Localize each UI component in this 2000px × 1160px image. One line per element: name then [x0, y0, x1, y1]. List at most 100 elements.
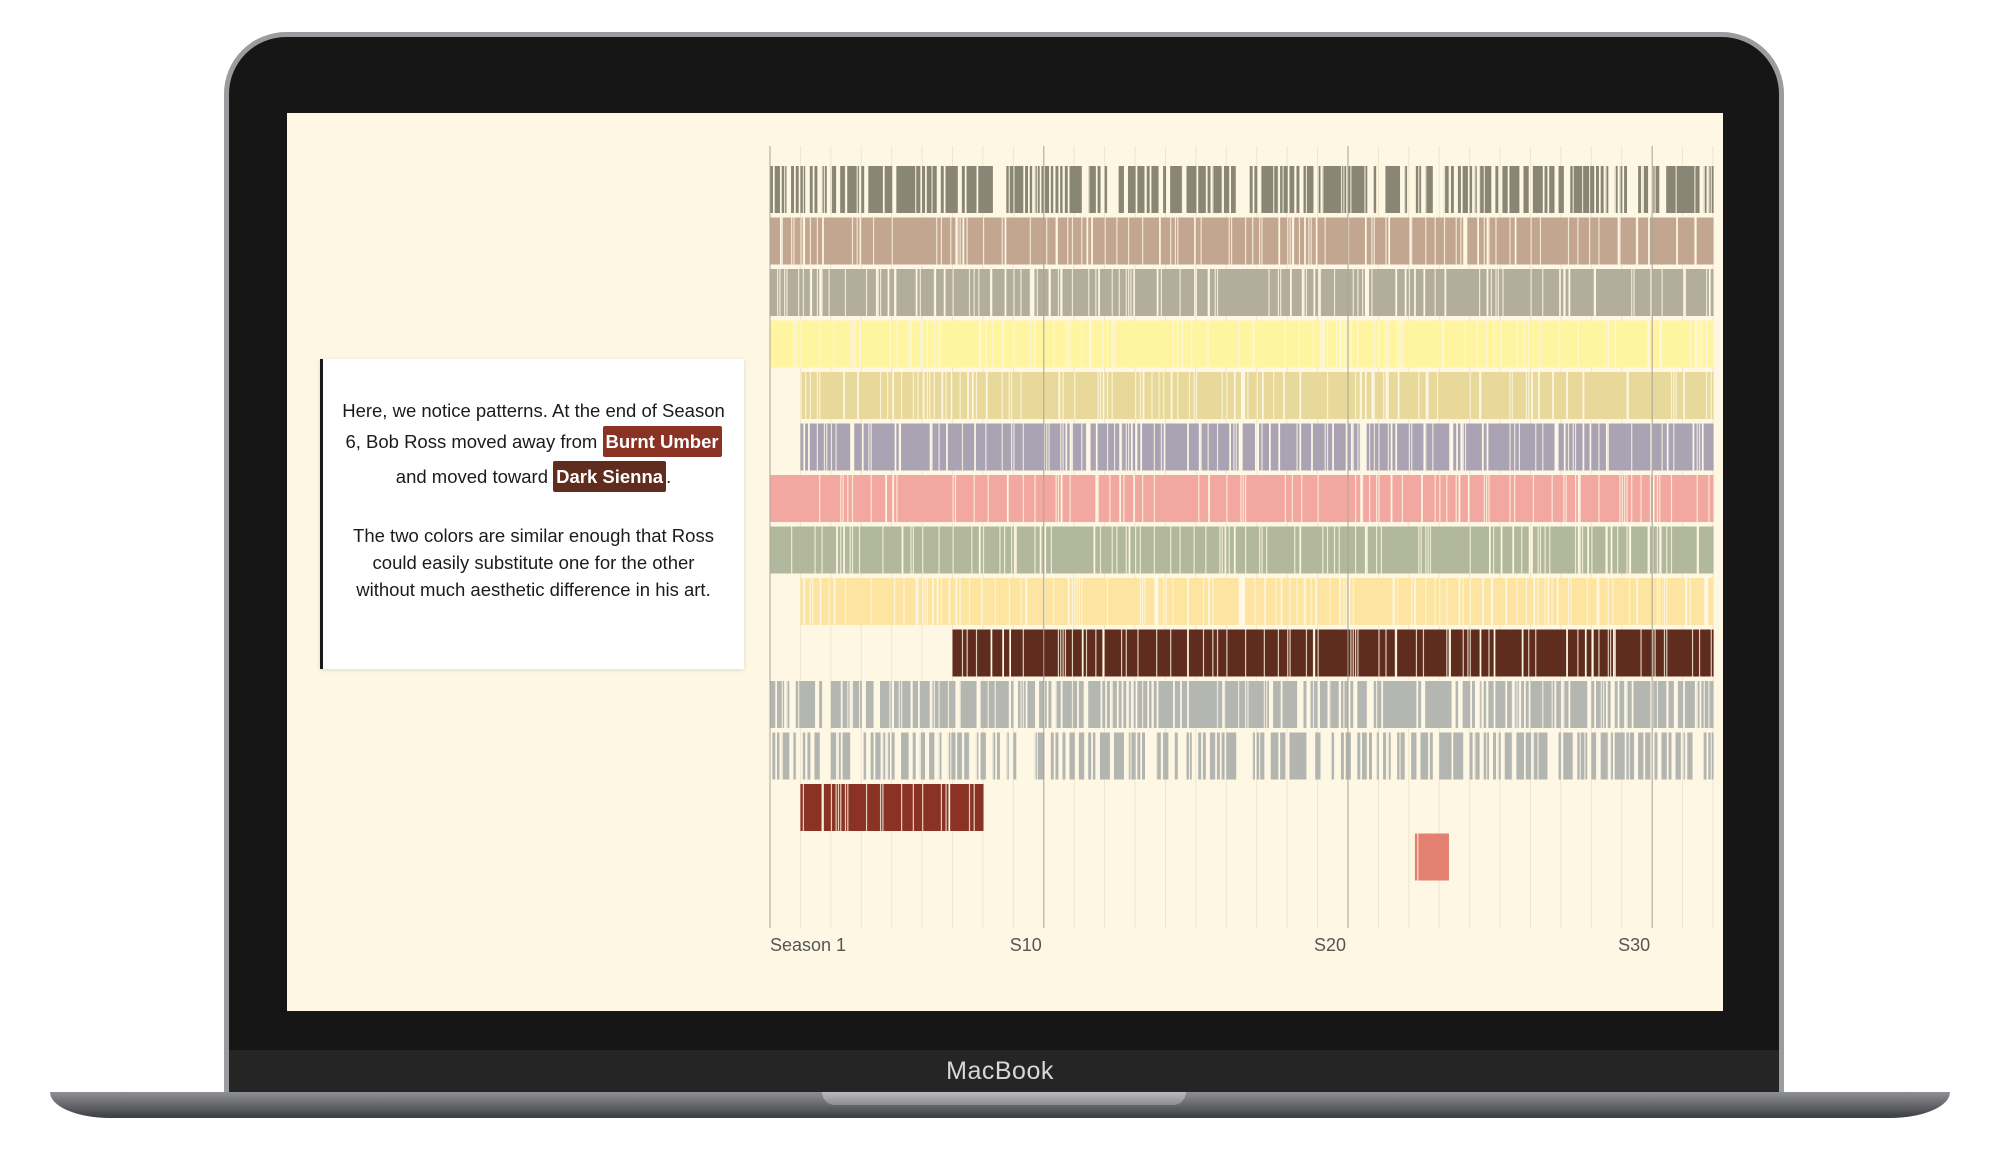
- episode-cell: [971, 629, 975, 677]
- episode-cell: [954, 784, 958, 831]
- episode-cell: [1406, 578, 1410, 625]
- episode-separator: [1528, 372, 1530, 419]
- episode-cell: [1385, 475, 1389, 522]
- episode-cell: [1558, 217, 1562, 265]
- episode-cell: [1060, 166, 1064, 213]
- episode-cell: [1088, 475, 1092, 522]
- episode-cell: [1675, 372, 1679, 419]
- episode-cell: [821, 423, 825, 471]
- episode-cell: [837, 372, 841, 419]
- episode-cell: [1425, 732, 1429, 780]
- episode-cell: [1397, 217, 1401, 265]
- episode-cell: [1654, 423, 1658, 471]
- episode-cell: [1317, 372, 1321, 419]
- episode-cell: [1043, 578, 1047, 625]
- episode-cell: [814, 784, 818, 831]
- episode-cell: [933, 217, 937, 265]
- episode-separator: [830, 423, 833, 471]
- episode-separator: [1446, 578, 1448, 625]
- episode-cell: [1689, 732, 1693, 780]
- episode-cell: [1495, 681, 1499, 728]
- episode-cell: [1441, 578, 1445, 625]
- episode-cell: [1048, 681, 1052, 728]
- episode-cell: [1013, 166, 1017, 213]
- episode-cell: [1563, 320, 1567, 368]
- episode-cell: [1450, 629, 1454, 677]
- episode-cell: [1132, 526, 1136, 574]
- episode-cell: [1163, 629, 1167, 677]
- episode-cell: [957, 784, 961, 831]
- episode-cell: [877, 475, 881, 522]
- episode-cell: [1092, 269, 1096, 316]
- episode-cell: [1205, 269, 1209, 316]
- episode-cell: [1085, 475, 1089, 522]
- episode-cell: [987, 372, 991, 419]
- episode-cell: [1521, 578, 1525, 625]
- episode-cell: [1495, 217, 1499, 265]
- episode-cell: [1532, 732, 1536, 780]
- episode-cell: [1200, 372, 1204, 419]
- episode-cell: [1654, 578, 1658, 625]
- episode-cell: [1670, 423, 1674, 471]
- episode-cell: [1521, 475, 1525, 522]
- episode-cell: [992, 372, 996, 419]
- episode-cell: [1680, 526, 1684, 574]
- episode-cell: [784, 732, 787, 780]
- episode-separator: [1666, 681, 1668, 728]
- episode-cell: [1481, 269, 1485, 316]
- episode-cell: [863, 475, 867, 522]
- episode-cell: [1406, 217, 1410, 265]
- episode-cell: [1490, 629, 1494, 677]
- episode-cell: [830, 269, 834, 316]
- episode-cell: [1099, 320, 1103, 368]
- episode-cell: [1076, 475, 1080, 522]
- episode-cell: [1011, 681, 1014, 728]
- episode-cell: [891, 320, 895, 368]
- episode-cell: [1230, 732, 1234, 780]
- episode-cell: [1022, 526, 1026, 574]
- episode-separator: [1139, 526, 1141, 574]
- episode-separator: [1378, 629, 1380, 677]
- episode-cell: [1350, 578, 1354, 625]
- episode-cell: [877, 269, 881, 316]
- episode-cell: [788, 320, 792, 368]
- episode-cell: [1165, 423, 1169, 471]
- episode-cell: [1347, 217, 1351, 265]
- episode-separator: [1310, 217, 1312, 265]
- episode-cell: [1067, 475, 1071, 522]
- episode-cell: [1240, 629, 1244, 677]
- episode-separator: [926, 372, 928, 419]
- episode-cell: [950, 578, 954, 625]
- episode-cell: [912, 681, 916, 728]
- episode-separator: [1647, 320, 1649, 368]
- episode-cell: [1247, 423, 1251, 471]
- episode-separator: [872, 217, 875, 265]
- episode-cell: [905, 423, 909, 471]
- episode-cell: [1277, 629, 1281, 677]
- episode-cell: [1563, 681, 1567, 728]
- episode-separator: [1317, 166, 1319, 213]
- episode-cell: [936, 372, 940, 419]
- episode-cell: [854, 166, 858, 213]
- episode-cell: [1523, 423, 1527, 471]
- episode-cell: [938, 320, 942, 368]
- episode-cell: [947, 732, 951, 780]
- episode-cell: [1181, 475, 1185, 522]
- episode-cell: [947, 320, 951, 368]
- episode-cell: [1698, 526, 1702, 574]
- episode-cell: [1588, 269, 1592, 316]
- episode-cell: [823, 578, 827, 625]
- episode-cell: [1438, 833, 1442, 881]
- episode-separator: [1511, 681, 1513, 728]
- episode-cell: [931, 166, 935, 213]
- episode-cell: [1062, 732, 1066, 780]
- episode-separator: [1102, 629, 1104, 677]
- episode-cell: [821, 320, 825, 368]
- episode-cell: [964, 681, 968, 728]
- episode-cell: [1619, 320, 1623, 368]
- episode-cell: [835, 269, 839, 316]
- episode-cell: [1003, 423, 1007, 471]
- episode-cell: [1577, 217, 1581, 265]
- episode-separator: [1673, 372, 1675, 419]
- episode-separator: [1708, 681, 1710, 728]
